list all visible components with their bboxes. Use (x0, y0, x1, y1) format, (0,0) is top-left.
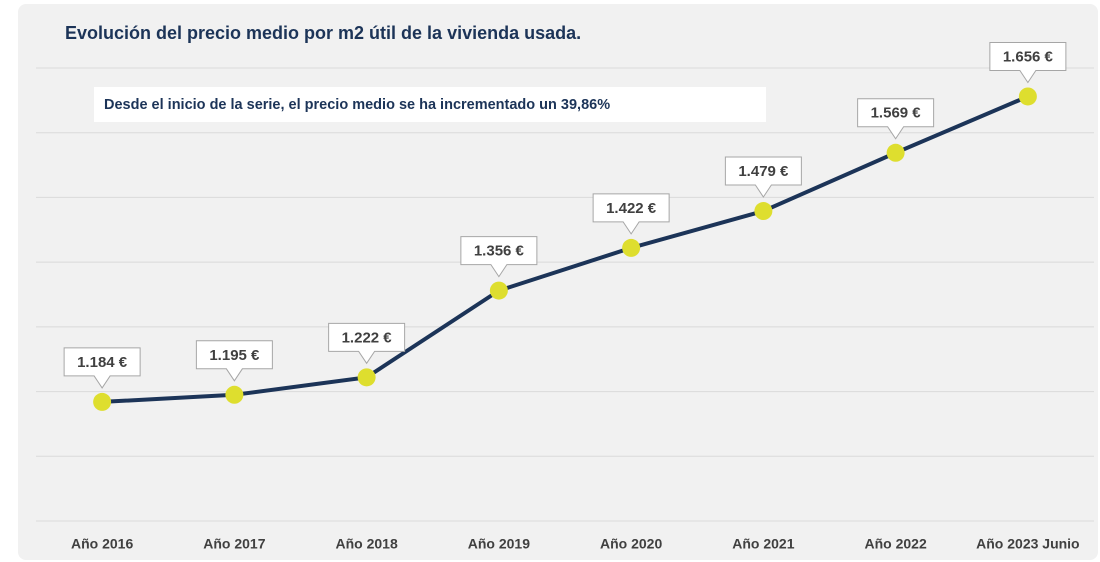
x-tick-label: Año 2023 Junio (976, 536, 1079, 552)
callout-box (592, 193, 670, 235)
value-label: 1.422 € (606, 200, 657, 217)
callout-box (63, 347, 141, 389)
value-label: 1.569 € (871, 105, 922, 122)
value-label: 1.356 € (474, 243, 525, 260)
callout-box (460, 236, 538, 278)
value-label: 1.184 € (77, 354, 128, 371)
callout-box (989, 41, 1067, 84)
annotation: Desde el inicio de la serie, el precio m… (104, 97, 610, 113)
x-tick-label: Año 2018 (336, 536, 398, 552)
callout-box (857, 98, 935, 140)
callout-box (328, 322, 406, 365)
marker (225, 385, 244, 404)
marker (357, 368, 376, 387)
line (102, 94, 1029, 404)
value-label: 1.195 € (209, 347, 260, 364)
value-label: 1.222 € (342, 329, 393, 346)
marker (754, 202, 773, 221)
callout-box (724, 156, 802, 198)
marker (886, 143, 905, 162)
x-tick-label: Año 2020 (600, 536, 662, 552)
x-tick-label: Año 2019 (468, 536, 530, 552)
marker (622, 238, 641, 257)
callout-box (195, 340, 273, 382)
marker (489, 281, 508, 300)
x-tick-label: Año 2021 (732, 536, 794, 552)
x-tick-label: Año 2016 (71, 536, 133, 552)
chart-title: Evolución del precio medio por m2 útil d… (65, 23, 581, 43)
x-tick-label: Año 2022 (865, 536, 927, 552)
value-label: 1.656 € (1003, 48, 1054, 65)
x-tick-label: Año 2017 (203, 536, 265, 552)
annotation-box (94, 87, 766, 122)
marker (1018, 87, 1037, 106)
marker (93, 392, 112, 411)
chart-panel (18, 4, 1098, 560)
value-label: 1.479 € (738, 163, 789, 180)
